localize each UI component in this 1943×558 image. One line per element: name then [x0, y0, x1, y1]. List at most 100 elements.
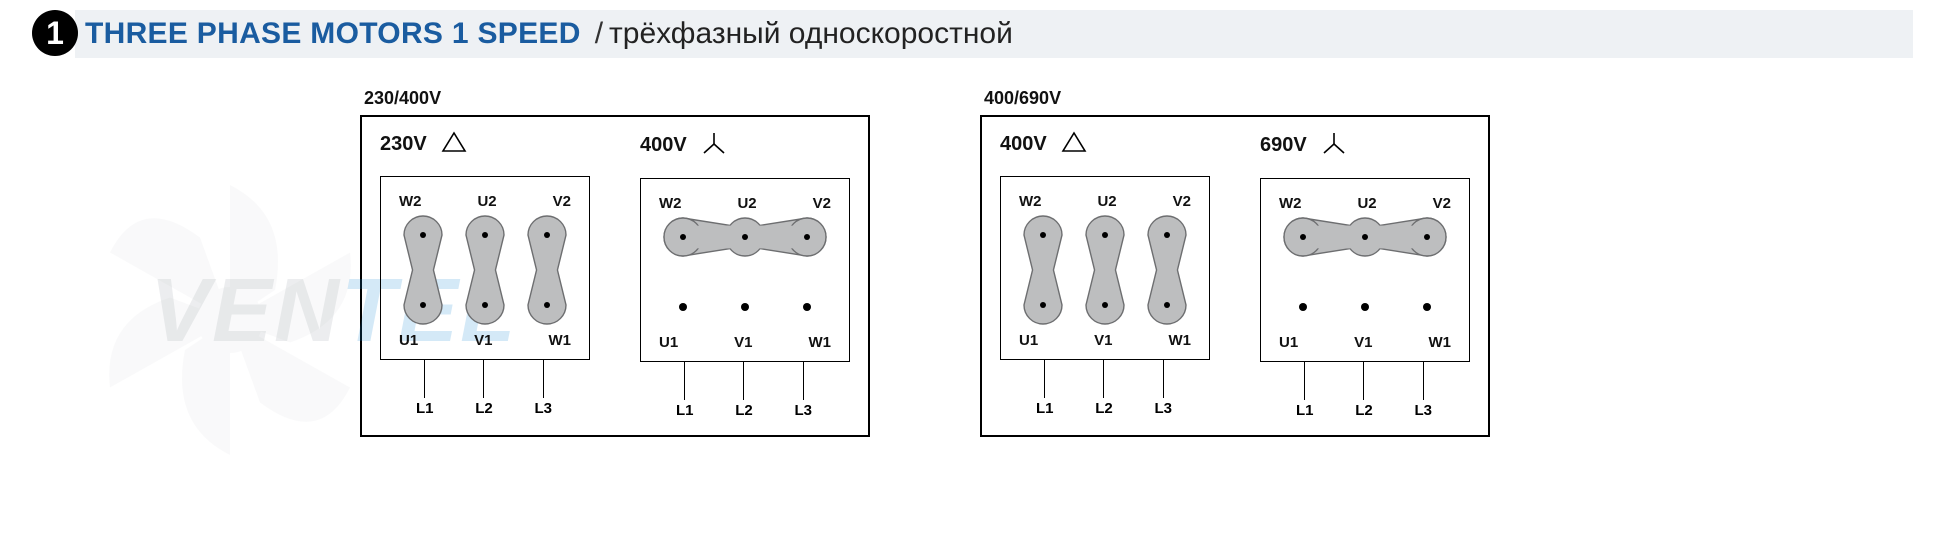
voltage-text: 230V	[380, 133, 427, 156]
group-voltage-label: 230/400V	[364, 88, 870, 109]
supply-line: L3	[1154, 360, 1172, 417]
line-icon	[543, 360, 544, 398]
supply-label: L1	[416, 400, 434, 417]
delta-icon	[1061, 131, 1087, 158]
terminal-label: U1	[399, 332, 418, 349]
terminal-box: W2 U2 V2 U1 V1 W1	[1260, 178, 1470, 362]
terminal-label: V1	[734, 334, 752, 351]
star-icon	[701, 131, 727, 160]
terminal-diagram	[1279, 216, 1451, 330]
connection-panel: 690V W2 U2 V2 U1 V1 W1 L1 L2 L3	[1260, 131, 1470, 419]
terminal-label: V1	[474, 332, 492, 349]
supply-line: L2	[475, 360, 493, 417]
title-en: THREE PHASE MOTORS 1 SPEED	[85, 17, 581, 51]
terminal-box: W2U2V2 U1 V1 W1	[640, 178, 850, 362]
section-number: 1	[32, 10, 78, 56]
top-terminal-labels: W2 U2 V2	[1279, 195, 1451, 212]
supply-line: L1	[1296, 362, 1314, 419]
connection-panel: 400V W2U2V2 U1 V1 W1 L1 L2 L3	[640, 131, 850, 419]
voltage-text: 400V	[1000, 133, 1047, 156]
line-icon	[1423, 362, 1424, 400]
voltage-group: 400/690V 400V W2 U2 V2 U1 V1 W1 L1 L2 L3 690V W2 U2 V2…	[980, 88, 1490, 437]
supply-lines: L1 L2 L3	[398, 360, 570, 417]
supply-line: L2	[1095, 360, 1113, 417]
terminal-diagram	[659, 216, 831, 330]
bottom-terminal-labels: U1 V1 W1	[1279, 334, 1451, 351]
diagrams-row: 230/400V 230V W2 U2 V2 U1 V1 W1 L1 L2 L3 400V W2 U2 V2…	[0, 88, 1943, 437]
supply-lines: L1 L2 L3	[1018, 360, 1190, 417]
terminal-label: V2	[553, 193, 571, 210]
supply-label: L3	[534, 400, 552, 417]
delta-icon	[441, 131, 467, 158]
terminal-label: V1	[1094, 332, 1112, 349]
terminal-diagram	[399, 214, 571, 328]
top-terminal-labels: W2U2V2	[659, 195, 831, 212]
supply-line: L1	[1036, 360, 1054, 417]
supply-label: L1	[1036, 400, 1054, 417]
supply-label: L3	[1154, 400, 1172, 417]
supply-label: L2	[1355, 402, 1373, 419]
terminal-label: U2	[1097, 193, 1116, 210]
terminal-label: U2	[1357, 195, 1376, 212]
supply-label: L2	[475, 400, 493, 417]
line-icon	[1163, 360, 1164, 398]
outer-box: 230VW2U2V2U1V1W1L1L2L3400VW2U2V2U1V1W1L1…	[360, 115, 870, 437]
terminal-label: V2	[1433, 195, 1451, 212]
supply-lines: L1 L2 L3	[658, 362, 830, 419]
terminal-label: W1	[1428, 334, 1451, 351]
star-icon	[1321, 131, 1347, 160]
supply-line: L3	[794, 362, 812, 419]
terminal-label: U1	[659, 334, 678, 351]
top-terminal-labels: W2 U2 V2	[1019, 193, 1191, 210]
terminal-label: U1	[1279, 334, 1298, 351]
terminal-label: W2	[1279, 195, 1302, 212]
supply-line: L1	[676, 362, 694, 419]
line-icon	[483, 360, 484, 398]
line-icon	[1103, 360, 1104, 398]
terminal-label: W2	[1019, 193, 1042, 210]
supply-line: L3	[534, 360, 552, 417]
voltage-text: 690V	[1260, 134, 1307, 157]
supply-label: L2	[1095, 400, 1113, 417]
terminal-label: W1	[1168, 332, 1191, 349]
voltage-row: 690V	[1260, 131, 1470, 160]
line-icon	[1304, 362, 1305, 400]
terminal-label: U1	[1019, 332, 1038, 349]
supply-label: L1	[1296, 402, 1314, 419]
terminal-box: W2 U2 V2 U1 V1 W1	[1000, 176, 1210, 360]
line-icon	[684, 362, 685, 400]
terminal-label: V1	[1354, 334, 1372, 351]
terminal-label: W1	[808, 334, 831, 351]
connection-panel: 230V W2 U2 V2 U1 V1 W1 L1 L2 L3	[380, 131, 590, 419]
top-terminal-labels: W2 U2 V2	[399, 193, 571, 210]
voltage-group: 230/400V230VW2U2V2U1V1W1L1L2L3400VW2U2V2…	[360, 88, 870, 437]
supply-lines: L1 L2 L3	[1278, 362, 1450, 419]
voltage-row: 230V	[380, 131, 590, 158]
terminal-diagram	[1019, 214, 1191, 328]
line-icon	[1363, 362, 1364, 400]
outer-box: 400V W2 U2 V2 U1 V1 W1 L1 L2 L3 690V W2 U2 V2 U1 V1 W1 L1…	[980, 115, 1490, 437]
terminal-label: W1	[548, 332, 571, 349]
terminal-label: U2	[477, 193, 496, 210]
supply-line: L3	[1414, 362, 1432, 419]
supply-label: L2	[735, 402, 753, 419]
terminal-label: V2	[813, 195, 831, 212]
terminal-box: W2 U2 V2 U1 V1 W1	[380, 176, 590, 360]
line-icon	[424, 360, 425, 398]
line-icon	[743, 362, 744, 400]
bottom-terminal-labels: U1 V1 W1	[659, 334, 831, 351]
supply-label: L3	[1414, 402, 1432, 419]
voltage-row: 400V	[1000, 131, 1210, 158]
title-sep: /	[595, 17, 603, 51]
voltage-row: 400V	[640, 131, 850, 160]
terminal-label: V2	[1173, 193, 1191, 210]
supply-line: L2	[735, 362, 753, 419]
line-icon	[803, 362, 804, 400]
terminal-label: W2	[399, 193, 422, 210]
terminal-label: W2	[659, 195, 682, 212]
line-icon	[1044, 360, 1045, 398]
voltage-text: 400V	[640, 134, 687, 157]
group-voltage-label: 400/690V	[984, 88, 1490, 109]
supply-line: L1	[416, 360, 434, 417]
supply-line: L2	[1355, 362, 1373, 419]
